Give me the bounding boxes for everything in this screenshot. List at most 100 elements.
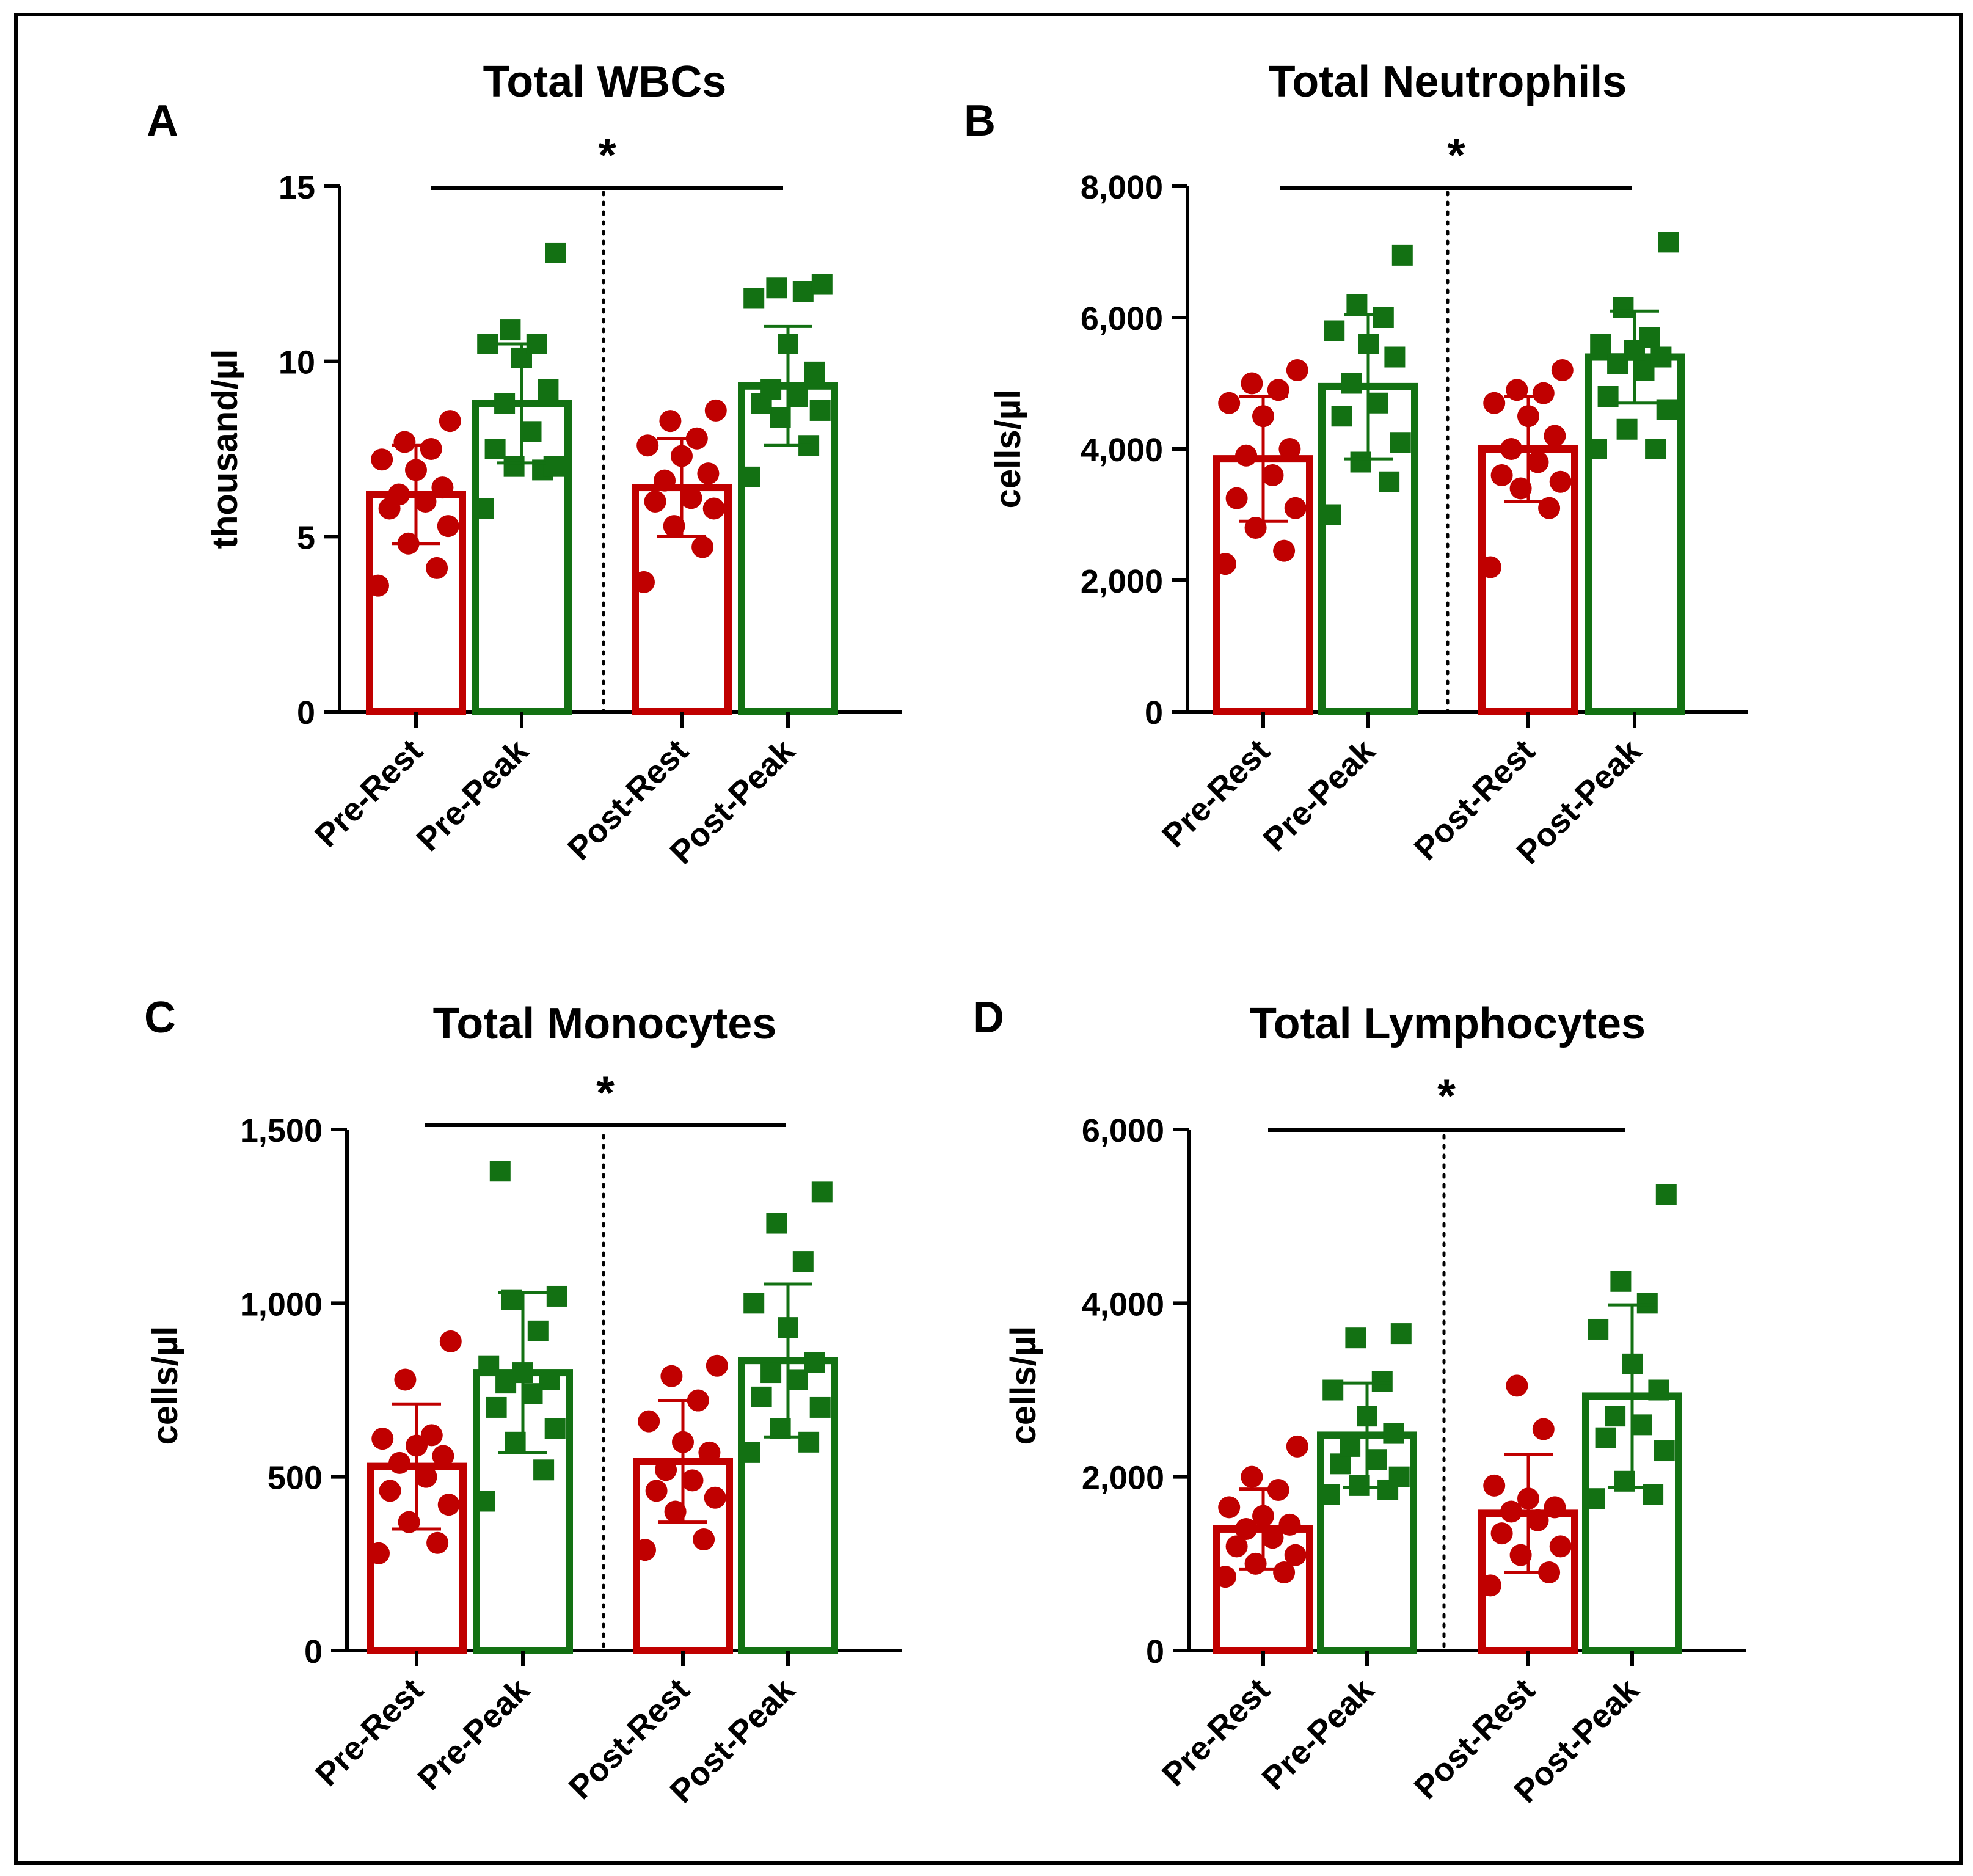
- panel-d: D Total Lymphocytes cells/µl 0 2,000 4,000 6,0…: [972, 993, 1746, 1810]
- data-point: [1590, 334, 1611, 354]
- data-point: [1479, 556, 1501, 578]
- y-tick-label: 10: [279, 345, 315, 381]
- y-tick-label: 1,500: [240, 1112, 323, 1149]
- data-point: [792, 281, 814, 302]
- data-point: [420, 1424, 443, 1447]
- data-point: [1384, 346, 1406, 368]
- data-point: [1261, 464, 1284, 486]
- data-point: [533, 1459, 555, 1481]
- data-point: [437, 1494, 460, 1516]
- data-point: [1324, 320, 1345, 341]
- data-point: [1261, 1527, 1284, 1549]
- panel-b: B Total Neutrophils cells/µl 0 2,000 4,000 6,0…: [964, 57, 1748, 871]
- data-point: [1341, 373, 1362, 394]
- x-tick-label: Pre-Rest: [308, 732, 429, 854]
- data-point: [1584, 1488, 1605, 1509]
- y-axis-label: thousand/µl: [205, 349, 245, 549]
- data-point: [1490, 1522, 1513, 1545]
- data-point: [1605, 1406, 1626, 1427]
- data-point: [681, 1469, 704, 1492]
- data-point: [1526, 1509, 1549, 1531]
- data-point: [633, 571, 655, 593]
- data-point: [478, 1355, 500, 1376]
- data-point: [1658, 232, 1679, 253]
- data-point: [1273, 1561, 1296, 1584]
- significance-star: *: [1437, 1070, 1456, 1122]
- data-point: [1544, 425, 1566, 447]
- data-point: [1526, 451, 1549, 473]
- y-tick-label: 6,000: [1081, 301, 1163, 337]
- data-point: [636, 434, 659, 457]
- data-point: [1390, 432, 1411, 453]
- data-point: [664, 1500, 687, 1523]
- data-point: [704, 1486, 726, 1509]
- data-point: [1225, 1535, 1248, 1558]
- data-point: [414, 491, 437, 513]
- data-point: [1340, 1436, 1361, 1457]
- data-point: [740, 1442, 760, 1463]
- data-point: [1373, 307, 1394, 328]
- data-point: [1656, 399, 1677, 420]
- data-point: [693, 1528, 715, 1551]
- data-point: [473, 498, 494, 519]
- data-point: [1616, 418, 1638, 440]
- data-point: [787, 386, 808, 407]
- y-tick-label: 0: [304, 1633, 323, 1670]
- data-point: [1588, 1318, 1609, 1340]
- data-point: [743, 288, 765, 309]
- data-point: [645, 1480, 668, 1502]
- data-point: [1388, 1466, 1410, 1487]
- data-point: [484, 439, 506, 459]
- data-point: [804, 1352, 825, 1373]
- data-point: [706, 1354, 728, 1377]
- data-point: [638, 1410, 660, 1433]
- data-point: [439, 410, 461, 433]
- data-point: [787, 1369, 808, 1390]
- data-point: [439, 1330, 462, 1352]
- data-point: [1320, 504, 1341, 525]
- data-point: [740, 466, 760, 487]
- data-point: [1278, 438, 1301, 460]
- panel-letter: B: [964, 97, 996, 145]
- data-point: [680, 487, 702, 509]
- data-point: [659, 410, 682, 433]
- data-point: [811, 274, 833, 295]
- data-point: [415, 1465, 437, 1488]
- data-point: [1278, 1513, 1301, 1536]
- data-point: [1345, 1327, 1366, 1349]
- data-point: [644, 491, 666, 513]
- data-point: [1595, 1427, 1616, 1448]
- data-point: [1241, 372, 1263, 395]
- data-point: [697, 462, 720, 485]
- y-tick-label: 2,000: [1082, 1460, 1164, 1497]
- data-point: [437, 515, 459, 538]
- figure-frame: [14, 13, 1963, 1865]
- data-point: [691, 536, 714, 558]
- data-point: [1235, 1517, 1258, 1540]
- y-tick-label: 0: [1145, 695, 1163, 731]
- data-point: [1241, 1465, 1263, 1488]
- chart-title: Total Lymphocytes: [1250, 999, 1646, 1048]
- data-point: [1639, 327, 1660, 348]
- x-tick-label: Pre-Peak: [411, 1671, 538, 1797]
- data-point: [766, 1213, 787, 1234]
- data-point: [1346, 294, 1368, 315]
- data-point: [432, 1445, 454, 1467]
- data-point: [809, 400, 831, 421]
- data-point: [1479, 1574, 1501, 1597]
- y-tick-label: 500: [268, 1460, 323, 1497]
- y-axis-label: cells/µl: [145, 1326, 185, 1445]
- data-point: [1286, 359, 1308, 381]
- data-point: [804, 361, 825, 382]
- data-point: [1371, 1371, 1393, 1392]
- data-point: [520, 421, 542, 442]
- data-point: [420, 438, 442, 460]
- data-point: [1366, 1449, 1387, 1470]
- data-point: [527, 1320, 549, 1341]
- data-point: [1319, 1484, 1340, 1505]
- chart-title: Total WBCs: [483, 57, 727, 106]
- data-point: [809, 1396, 831, 1418]
- data-point: [760, 379, 782, 400]
- significance-star: *: [598, 130, 616, 181]
- x-tick-label: Pre-Peak: [410, 732, 536, 858]
